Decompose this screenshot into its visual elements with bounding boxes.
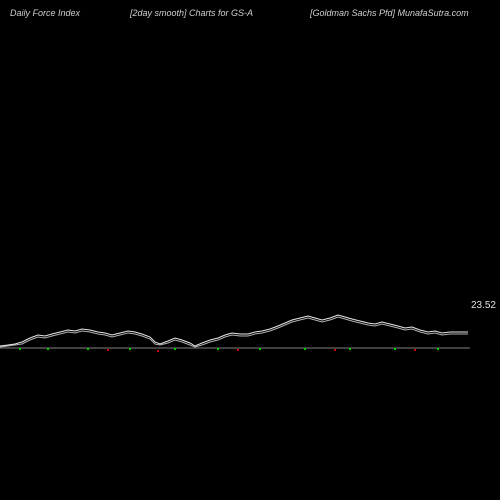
line-chart-svg: [0, 30, 470, 500]
current-value-label: 23.52: [471, 300, 496, 311]
header-title-center: [2day smooth] Charts for GS-A: [130, 8, 253, 18]
chart-canvas: [0, 30, 470, 500]
header-title-right: [Goldman Sachs Pfd] MunafaSutra.com: [310, 8, 469, 18]
header-title-left: Daily Force Index: [10, 8, 80, 18]
